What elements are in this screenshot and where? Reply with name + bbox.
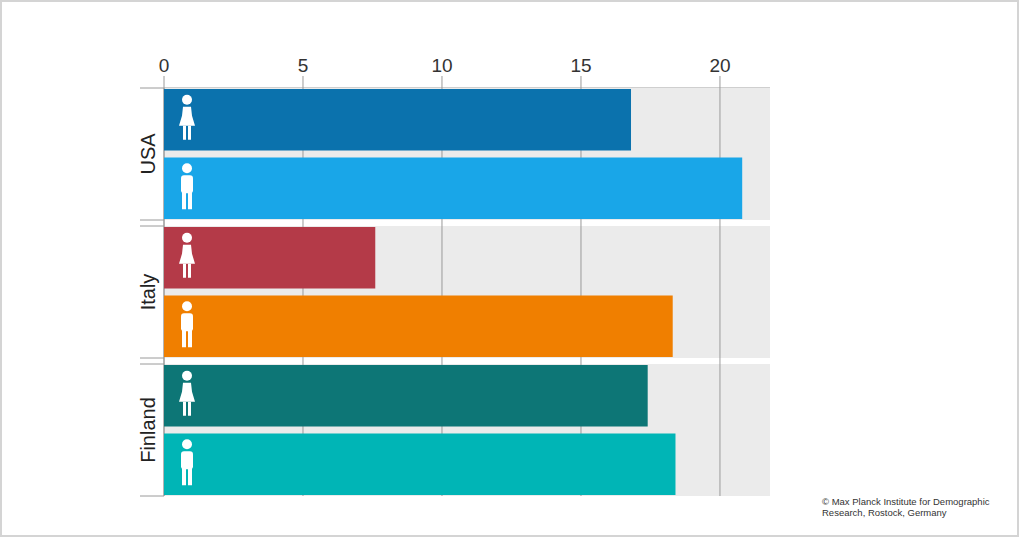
bar xyxy=(164,89,631,151)
tick-mark xyxy=(302,76,303,88)
tick-mark xyxy=(580,76,581,88)
tick-mark xyxy=(164,76,165,88)
group-tick xyxy=(140,358,164,359)
group-tick xyxy=(140,226,164,227)
male-icon xyxy=(181,439,193,485)
bar xyxy=(164,158,742,220)
male-icon xyxy=(181,301,193,347)
group-background xyxy=(164,88,770,220)
category-label: USA xyxy=(137,133,159,175)
source-note: © Max Planck Institute for Demographic R… xyxy=(822,496,997,518)
female-icon xyxy=(179,371,195,416)
grid-line xyxy=(719,88,720,496)
bar xyxy=(164,296,673,358)
tick-mark xyxy=(719,76,720,88)
tick-mark xyxy=(441,76,442,88)
male-icon xyxy=(181,163,193,209)
icons xyxy=(179,95,195,486)
bar xyxy=(164,227,375,289)
chart-root: 0 5 10 15 20 USA Italy Finland © Max Planck Inst… xyxy=(0,0,1019,537)
tick-label: 5 xyxy=(298,55,309,76)
category-label: Finland xyxy=(137,397,159,463)
group-background xyxy=(164,364,770,496)
group-tick xyxy=(140,220,164,221)
group-tick xyxy=(140,88,164,89)
bars xyxy=(164,89,742,495)
tick-label: 15 xyxy=(570,55,591,76)
category-label: Italy xyxy=(137,274,159,311)
tick-label: 20 xyxy=(709,55,730,76)
tick-label: 10 xyxy=(431,55,452,76)
tick-label: 0 xyxy=(159,55,170,76)
female-icon xyxy=(179,95,195,140)
x-axis-line xyxy=(164,87,770,88)
chart-svg: 0 5 10 15 20 USA Italy Finland xyxy=(0,0,1019,537)
bar xyxy=(164,434,675,496)
group-tick xyxy=(140,496,164,497)
group-background xyxy=(164,226,770,358)
female-icon xyxy=(179,233,195,278)
group-tick xyxy=(140,364,164,365)
bar xyxy=(164,365,648,427)
